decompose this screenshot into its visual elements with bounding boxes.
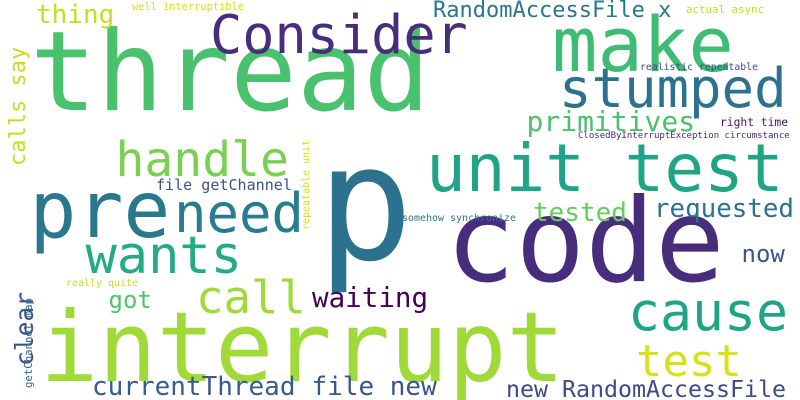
word: really quite xyxy=(66,278,139,289)
word: repeatable unit xyxy=(301,139,312,230)
word: cause xyxy=(628,280,789,343)
word: code xyxy=(445,174,725,309)
word: wants xyxy=(85,226,243,286)
word: getChannel map xyxy=(21,298,35,388)
word: thing xyxy=(36,0,115,30)
word: RandomAccessFile x xyxy=(433,0,672,23)
word: file getChannel xyxy=(156,175,292,194)
word: thread xyxy=(30,7,431,137)
word: calls say xyxy=(6,46,31,166)
word: call xyxy=(196,271,306,324)
word: requested xyxy=(654,194,794,224)
word: Consider xyxy=(210,3,468,66)
word: primitives xyxy=(526,105,696,138)
word: stumped xyxy=(559,57,787,120)
word: actual async xyxy=(686,2,765,16)
word: well interruptible xyxy=(132,1,244,13)
word: need xyxy=(174,182,304,245)
word: now xyxy=(741,240,785,268)
word: test xyxy=(636,336,742,387)
word: currentThread xyxy=(92,372,296,400)
word: file new xyxy=(311,372,437,400)
word: tested xyxy=(533,198,627,228)
word: waiting xyxy=(312,282,429,314)
word: new RandomAccessFile xyxy=(506,375,786,400)
word: handle xyxy=(115,132,289,188)
word: interrupt xyxy=(40,290,565,400)
word: got xyxy=(108,286,152,314)
word: pre xyxy=(29,166,171,256)
word: somehow synchronize xyxy=(402,213,517,224)
word: p xyxy=(317,110,414,297)
word: realistic repeatable xyxy=(640,62,758,73)
word: right time xyxy=(720,115,789,129)
word: unit test xyxy=(426,130,784,207)
word: make xyxy=(552,1,734,89)
word: ClosedByInterruptException circumstance xyxy=(578,130,790,141)
